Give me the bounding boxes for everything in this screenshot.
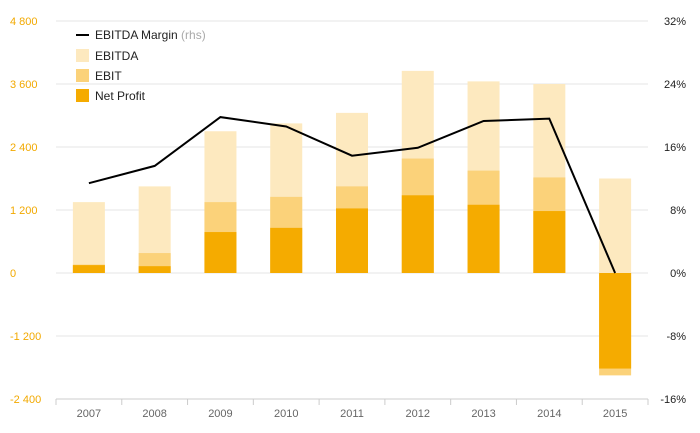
right-axis: 32% 24% 16% 8% 0% -8% -16% (660, 16, 686, 406)
left-tick-label: 1 200 (10, 205, 38, 217)
x-tick-label: 2010 (274, 408, 298, 420)
legend-label-net-profit: Net Profit (95, 89, 146, 103)
bar-net-profit (270, 227, 303, 273)
line-ebitda-margin (88, 116, 617, 274)
x-tick-label: 2011 (340, 408, 364, 420)
bar-net-profit (72, 265, 105, 273)
x-tick-label: 2014 (537, 408, 561, 420)
legend-label-ebitda-margin: EBITDA Margin (rhs) (95, 28, 206, 42)
right-tick-label: -16% (660, 394, 686, 406)
legend-swatch-ebitda (76, 49, 89, 62)
left-axis: 4 800 3 600 2 400 1 200 0 -1 200 -2 400 (10, 16, 41, 406)
bar-ebitda (599, 178, 632, 273)
x-tick-label: 2008 (142, 408, 166, 420)
x-tick-label: 2015 (603, 408, 627, 420)
bar-net-profit (204, 232, 237, 273)
bar-net-profit (138, 266, 171, 273)
x-tick-label: 2013 (471, 408, 495, 420)
left-tick-label: 3 600 (10, 79, 38, 91)
legend-swatch-net-profit (76, 89, 89, 102)
right-tick-label: 16% (664, 142, 686, 154)
bars (72, 70, 632, 376)
bar-net-profit (599, 273, 632, 369)
left-tick-label: -2 400 (10, 394, 41, 406)
left-tick-label: 0 (10, 268, 16, 280)
bar-net-profit (533, 211, 566, 273)
bar-net-profit (467, 204, 500, 273)
left-tick-label: -1 200 (10, 331, 41, 343)
left-tick-label: 4 800 (10, 16, 38, 28)
right-tick-label: 8% (670, 205, 686, 217)
left-tick-label: 2 400 (10, 142, 38, 154)
right-tick-label: -8% (666, 331, 686, 343)
right-tick-label: 32% (664, 16, 686, 28)
margin-line (88, 116, 617, 274)
x-tick-label: 2007 (77, 408, 101, 420)
x-tick-label: 2012 (406, 408, 430, 420)
bar-net-profit (401, 195, 434, 273)
legend-swatch-ebit (76, 69, 89, 82)
x-axis: 2007 2008 2009 2010 2011 2012 2013 2014 2015 (55, 398, 649, 420)
legend-label-ebit: EBIT (95, 69, 122, 83)
bar-net-profit (336, 208, 368, 273)
right-tick-label: 0% (670, 268, 686, 280)
legend-label-ebitda: EBITDA (95, 49, 138, 63)
right-tick-label: 24% (664, 79, 686, 91)
bar-ebitda (72, 202, 105, 273)
legend: EBITDA Margin (rhs) EBITDA EBIT Net Prof… (76, 28, 206, 103)
x-tick-label: 2009 (208, 408, 232, 420)
